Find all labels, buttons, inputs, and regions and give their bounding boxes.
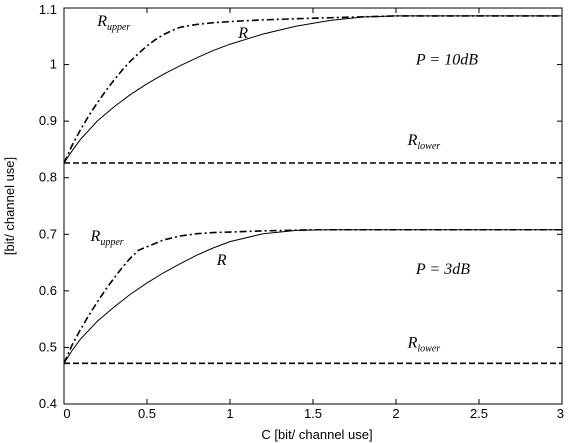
annotation-r: R (216, 252, 227, 269)
axis-ticks: 0 0.5 1 1.5 2 2.5 3 0.4 0.5 0.6 0.7 0.8 0.9 1 1.1 (39, 2, 564, 421)
x-tick-label: 0 (63, 406, 70, 421)
annotation-r-upper: Rupper (90, 228, 124, 248)
annotation-p: P = 3dB (415, 261, 470, 278)
y-tick-label: 0.6 (39, 283, 57, 298)
series-line-r-upper-0 (63, 15, 562, 164)
series-line-r-upper-3 (63, 228, 562, 364)
annotation-r-lower: Rlower (407, 334, 441, 354)
x-tick-label: 1 (226, 406, 233, 421)
series-line-r-1 (63, 15, 562, 164)
axes-frame (63, 7, 563, 405)
curve-annotations: Rupper R P = 10dB Rlower Rupper R P = 3dB Rlowe… (90, 13, 479, 354)
annotation-r: R (237, 25, 248, 42)
x-tick-label: 3 (557, 406, 564, 421)
x-tick-label: 2 (392, 406, 399, 421)
x-axis-label: C [bit/ channel use] (261, 427, 372, 442)
annotation-r-lower: Rlower (407, 132, 441, 152)
y-tick-label: 0.5 (39, 339, 57, 354)
annotation-p: P = 10dB (415, 52, 478, 69)
annotation-r-upper: Rupper (96, 13, 130, 33)
x-tick-label: 2.5 (470, 406, 488, 421)
y-axis-label: [bit/ channel use] (2, 157, 17, 255)
y-tick-label: 0.7 (39, 226, 57, 241)
x-tick-label: 1.5 (304, 406, 322, 421)
y-tick-label: 1 (50, 57, 57, 72)
y-tick-label: 0.4 (39, 396, 57, 411)
y-tick-label: 0.8 (39, 170, 57, 185)
y-tick-label: 1.1 (39, 2, 57, 17)
series-line-r-4 (63, 229, 562, 364)
y-tick-label: 0.9 (39, 113, 57, 128)
plot-area (63, 15, 562, 365)
x-tick-label: 0.5 (138, 406, 156, 421)
